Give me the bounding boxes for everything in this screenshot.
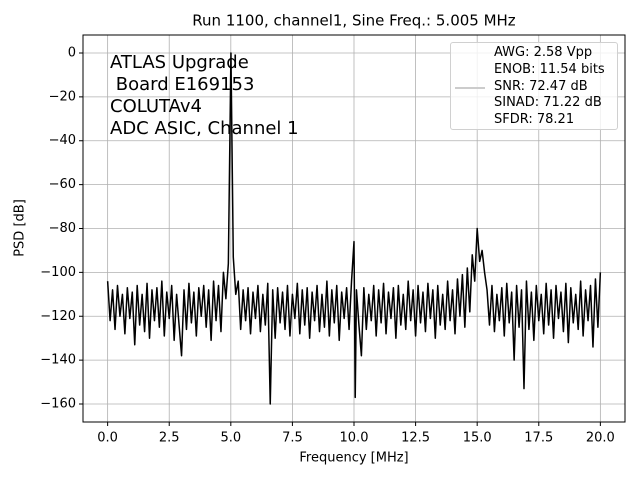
x-tick-label: 2.5: [159, 431, 180, 446]
y-tick-label: −160: [40, 397, 76, 412]
chart-title: Run 1100, channel1, Sine Freq.: 5.005 MH…: [192, 12, 516, 30]
plot-frame: [82, 34, 626, 423]
y-tick-label: −100: [40, 265, 76, 280]
x-tick-label: 12.5: [401, 431, 430, 446]
y-tick-label: −20: [49, 89, 76, 104]
y-tick-label: 0: [68, 45, 76, 60]
annotation: ATLAS Upgrade Board E169153 COLUTAv4 ADC…: [110, 52, 299, 139]
y-tick-label: −40: [49, 133, 76, 148]
x-tick-label: 17.5: [524, 431, 553, 446]
x-tick-label: 0.0: [97, 431, 118, 446]
y-axis-label: PSD [dB]: [13, 199, 28, 257]
y-tick-label: −60: [49, 177, 76, 192]
legend: [450, 42, 618, 130]
x-tick-label: 15.0: [463, 431, 492, 446]
series-line: [106, 52, 602, 405]
y-tick-label: −80: [49, 221, 76, 236]
legend-label: AWG: 2.58 Vpp ENOB: 11.54 bits SNR: 72.4…: [494, 45, 605, 128]
y-tick-label: −140: [40, 353, 76, 368]
x-axis-label: Frequency [MHz]: [299, 451, 408, 466]
x-tick-label: 10.0: [340, 431, 369, 446]
x-tick-label: 7.5: [282, 431, 303, 446]
y-tick-label: −120: [40, 309, 76, 324]
x-tick-label: 20.0: [586, 431, 615, 446]
x-tick-label: 5.0: [220, 431, 241, 446]
